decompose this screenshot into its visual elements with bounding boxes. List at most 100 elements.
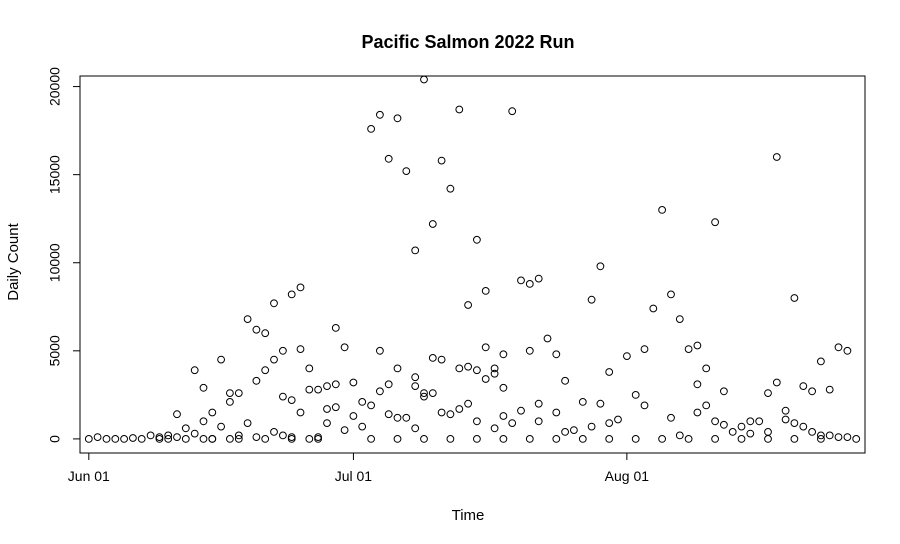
- data-point: [702, 364, 711, 373]
- data-point: [561, 376, 569, 385]
- data-point: [252, 376, 261, 385]
- data-point: [261, 435, 270, 443]
- data-point: [605, 419, 614, 428]
- data-point: [155, 435, 164, 443]
- data-point: [305, 385, 314, 394]
- data-point: [393, 413, 402, 422]
- data-point: [702, 401, 711, 410]
- data-point: [164, 435, 173, 443]
- data-point: [755, 417, 764, 426]
- data-point: [834, 343, 843, 352]
- x-tick-label: Aug 01: [605, 468, 650, 484]
- data-point: [525, 435, 534, 443]
- data-point: [437, 355, 446, 364]
- data-point: [711, 417, 719, 426]
- data-point: [561, 428, 569, 436]
- data-point: [252, 325, 261, 334]
- data-point: [455, 105, 464, 114]
- data-point: [517, 406, 525, 415]
- x-tick-label: Jul 01: [335, 468, 373, 484]
- data-point: [420, 389, 428, 398]
- data-point: [340, 426, 349, 435]
- data-point: [226, 435, 234, 443]
- data-point: [817, 435, 825, 443]
- data-point: [279, 346, 287, 355]
- data-point: [270, 428, 278, 436]
- data-point: [270, 299, 278, 308]
- data-points: [84, 75, 861, 443]
- data-point: [349, 378, 358, 387]
- data-point: [623, 352, 631, 361]
- data-point: [93, 433, 102, 442]
- data-point: [270, 355, 278, 364]
- data-point: [226, 389, 234, 398]
- data-point: [605, 368, 614, 376]
- data-point: [199, 435, 208, 443]
- data-point: [808, 428, 816, 436]
- data-point: [314, 385, 323, 394]
- data-point: [790, 294, 799, 302]
- data-point: [261, 366, 270, 375]
- data-point: [446, 435, 455, 443]
- data-point: [367, 435, 376, 443]
- data-point: [764, 389, 772, 398]
- y-tick-label: 10000: [47, 243, 63, 282]
- data-point: [261, 329, 270, 338]
- data-point: [428, 389, 437, 398]
- data-point: [393, 114, 402, 123]
- data-point: [720, 387, 728, 396]
- data-point: [120, 435, 128, 443]
- data-point: [552, 350, 561, 359]
- chart-title: Pacific Salmon 2022 Run: [361, 32, 574, 52]
- data-point: [420, 75, 428, 84]
- data-point: [552, 435, 561, 443]
- data-point: [552, 408, 561, 417]
- data-point: [208, 435, 217, 443]
- data-point: [781, 406, 790, 415]
- data-point: [173, 433, 181, 442]
- data-point: [684, 345, 693, 354]
- data-point: [570, 426, 578, 435]
- data-point: [746, 429, 755, 438]
- data-point: [693, 380, 702, 389]
- data-point: [411, 424, 420, 433]
- data-point: [234, 389, 243, 398]
- data-point: [287, 396, 296, 405]
- data-point: [164, 431, 173, 440]
- data-point: [596, 262, 605, 271]
- data-point: [658, 206, 666, 214]
- data-point: [437, 408, 446, 417]
- data-point: [517, 276, 525, 285]
- data-point: [455, 364, 464, 373]
- data-point: [799, 422, 808, 431]
- data-point: [428, 220, 437, 228]
- data-point: [331, 324, 340, 332]
- data-point: [411, 382, 420, 391]
- data-point: [190, 366, 199, 375]
- data-point: [367, 401, 376, 410]
- data-point: [181, 435, 190, 443]
- data-point: [296, 408, 305, 417]
- data-point: [534, 399, 543, 408]
- data-point: [675, 431, 684, 440]
- data-point: [243, 419, 252, 428]
- data-point: [411, 373, 420, 382]
- data-point: [226, 398, 234, 406]
- data-point: [508, 419, 517, 428]
- data-point: [675, 315, 684, 324]
- data-point: [834, 433, 843, 442]
- data-point: [446, 410, 455, 419]
- data-point: [605, 435, 614, 443]
- data-point: [534, 274, 543, 283]
- data-point: [543, 334, 552, 343]
- data-point: [799, 382, 808, 391]
- y-tick-label: 0: [47, 435, 63, 443]
- y-tick-label: 5000: [47, 335, 63, 366]
- data-point: [843, 346, 852, 355]
- data-point: [111, 435, 120, 443]
- data-point: [464, 301, 473, 309]
- x-tick-label: Jun 01: [68, 468, 110, 484]
- data-point: [764, 435, 772, 443]
- data-point: [525, 280, 534, 288]
